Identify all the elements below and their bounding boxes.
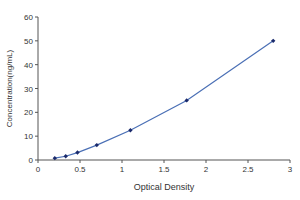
data-point — [53, 156, 57, 160]
data-point — [64, 154, 68, 158]
x-tick — [206, 160, 207, 163]
y-tick — [35, 64, 38, 65]
data-point — [128, 128, 132, 132]
plot-area — [53, 39, 276, 161]
data-point — [95, 143, 99, 147]
x-tick — [80, 160, 81, 163]
data-point — [271, 39, 275, 43]
y-tick-label: 60 — [24, 13, 33, 22]
x-tick-label: 2 — [204, 165, 209, 174]
chart-container: 00.511.522.530102030405060Optical Densit… — [0, 0, 300, 200]
y-tick-label: 20 — [24, 108, 33, 117]
y-tick-label: 0 — [29, 156, 34, 165]
x-axis-label: Optical Density — [134, 182, 195, 192]
y-tick — [35, 136, 38, 137]
x-tick-label: 3 — [288, 165, 293, 174]
x-tick-label: 0.5 — [74, 165, 86, 174]
data-point — [75, 150, 79, 154]
data-point — [184, 98, 188, 102]
x-tick — [290, 160, 291, 163]
x-tick-label: 1 — [120, 165, 125, 174]
x-tick — [122, 160, 123, 163]
curve — [55, 41, 273, 158]
y-tick-label: 30 — [24, 85, 33, 94]
y-tick — [35, 88, 38, 89]
y-tick — [35, 160, 38, 161]
x-tick-label: 0 — [36, 165, 41, 174]
x-tick — [164, 160, 165, 163]
x-tick-label: 2.5 — [242, 165, 254, 174]
y-tick — [35, 17, 38, 18]
y-axis-label: Concentration(ng/mL) — [5, 49, 14, 127]
y-tick — [35, 40, 38, 41]
y-tick — [35, 112, 38, 113]
y-tick-label: 50 — [24, 37, 33, 46]
x-tick — [248, 160, 249, 163]
x-tick-label: 1.5 — [158, 165, 170, 174]
y-tick-label: 10 — [24, 132, 33, 141]
chart-svg: 00.511.522.530102030405060Optical Densit… — [0, 0, 300, 200]
y-tick-label: 40 — [24, 61, 33, 70]
